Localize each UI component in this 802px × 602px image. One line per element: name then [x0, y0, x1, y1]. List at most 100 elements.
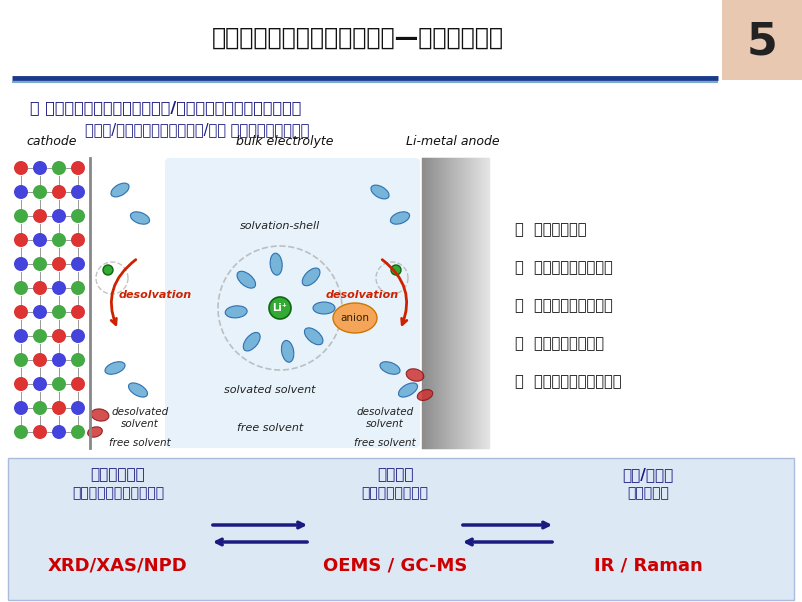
Text: XRD/XAS/NPD: XRD/XAS/NPD — [48, 556, 188, 574]
Circle shape — [269, 297, 291, 319]
Circle shape — [14, 401, 28, 415]
Circle shape — [14, 257, 28, 271]
Ellipse shape — [91, 409, 109, 421]
Circle shape — [33, 161, 47, 175]
Ellipse shape — [87, 427, 103, 437]
Text: desolvation: desolvation — [119, 290, 192, 300]
Text: 口 还原并原位分析二次电池电极/电解液表界面、结构演化过程: 口 还原并原位分析二次电池电极/电解液表界面、结构演化过程 — [30, 101, 302, 116]
Circle shape — [52, 185, 66, 199]
Circle shape — [33, 233, 47, 247]
Circle shape — [71, 161, 85, 175]
Ellipse shape — [128, 383, 148, 397]
Circle shape — [52, 377, 66, 391]
Circle shape — [71, 329, 85, 343]
Circle shape — [52, 329, 66, 343]
Circle shape — [14, 353, 28, 367]
Circle shape — [33, 281, 47, 295]
Circle shape — [71, 305, 85, 319]
Circle shape — [14, 185, 28, 199]
Ellipse shape — [243, 332, 260, 351]
Circle shape — [103, 265, 113, 275]
Text: desolvated
solvent: desolvated solvent — [356, 407, 414, 429]
Ellipse shape — [391, 212, 410, 224]
Text: IR / Raman: IR / Raman — [593, 556, 703, 574]
FancyBboxPatch shape — [8, 458, 794, 600]
Text: 5: 5 — [747, 20, 777, 63]
Circle shape — [33, 425, 47, 439]
Ellipse shape — [237, 272, 256, 288]
Circle shape — [52, 257, 66, 271]
Circle shape — [71, 281, 85, 295]
Circle shape — [33, 305, 47, 319]
Circle shape — [33, 353, 47, 367]
Circle shape — [14, 305, 28, 319]
Ellipse shape — [270, 253, 282, 275]
Circle shape — [33, 329, 47, 343]
Circle shape — [14, 425, 28, 439]
Circle shape — [71, 401, 85, 415]
Text: OEMS / GC-MS: OEMS / GC-MS — [323, 556, 468, 574]
Text: 口  去溶剂化过程: 口 去溶剂化过程 — [515, 223, 586, 238]
Circle shape — [52, 401, 66, 415]
Circle shape — [52, 209, 66, 223]
Ellipse shape — [406, 369, 423, 381]
Ellipse shape — [333, 303, 377, 333]
Text: （局域环境、晶体结构）: （局域环境、晶体结构） — [72, 486, 164, 500]
Circle shape — [14, 161, 28, 175]
Ellipse shape — [105, 362, 125, 374]
Circle shape — [14, 233, 28, 247]
Circle shape — [71, 233, 85, 247]
Circle shape — [33, 209, 47, 223]
Text: （电极、电解液）: （电极、电解液） — [362, 486, 428, 500]
Text: 电池产气: 电池产气 — [377, 468, 413, 482]
Ellipse shape — [371, 185, 389, 199]
Circle shape — [33, 377, 47, 391]
Ellipse shape — [111, 183, 129, 197]
Ellipse shape — [380, 362, 400, 374]
Circle shape — [71, 257, 85, 271]
Text: free solvent: free solvent — [109, 438, 171, 448]
Text: free solvent: free solvent — [354, 438, 416, 448]
Text: Li-metal anode: Li-metal anode — [406, 135, 500, 148]
Circle shape — [33, 257, 47, 271]
Text: 电极材料演化: 电极材料演化 — [91, 468, 145, 482]
Text: Li⁺: Li⁺ — [273, 303, 287, 313]
Ellipse shape — [282, 341, 294, 362]
Ellipse shape — [225, 306, 247, 318]
Circle shape — [71, 353, 85, 367]
Circle shape — [33, 401, 47, 415]
Circle shape — [14, 377, 28, 391]
Text: （厦大/嘉庚实验室：搭建原位/工况 电池表征谱学平台）: （厦大/嘉庚实验室：搭建原位/工况 电池表征谱学平台） — [85, 122, 310, 137]
Text: solvation-shell: solvation-shell — [240, 221, 320, 231]
Text: free solvent: free solvent — [237, 423, 303, 433]
Text: 特色电化学原位谱学表征方法—深度机理研究: 特色电化学原位谱学表征方法—深度机理研究 — [212, 26, 504, 50]
Text: 电极/电解液: 电极/电解液 — [622, 468, 674, 482]
Text: desolvation: desolvation — [326, 290, 399, 300]
Circle shape — [33, 185, 47, 199]
Text: desolvated
solvent: desolvated solvent — [111, 407, 168, 429]
Ellipse shape — [302, 268, 320, 286]
Text: 口  电极材料结构演化过程: 口 电极材料结构演化过程 — [515, 374, 622, 389]
Circle shape — [71, 209, 85, 223]
Circle shape — [52, 425, 66, 439]
Circle shape — [52, 233, 66, 247]
FancyBboxPatch shape — [722, 0, 802, 80]
Circle shape — [14, 209, 28, 223]
Text: 口  电极材料产气过程: 口 电极材料产气过程 — [515, 337, 604, 352]
Text: solvated solvent: solvated solvent — [225, 385, 316, 395]
Text: anion: anion — [341, 313, 370, 323]
Ellipse shape — [131, 212, 150, 224]
Circle shape — [391, 265, 401, 275]
Ellipse shape — [313, 302, 335, 314]
Circle shape — [52, 305, 66, 319]
Circle shape — [71, 377, 85, 391]
Text: cathode: cathode — [26, 135, 77, 148]
Ellipse shape — [417, 389, 433, 400]
Circle shape — [14, 329, 28, 343]
Circle shape — [71, 425, 85, 439]
Circle shape — [52, 281, 66, 295]
Circle shape — [14, 281, 28, 295]
FancyBboxPatch shape — [165, 158, 420, 448]
Text: 口  电解液分解成膜过程: 口 电解液分解成膜过程 — [515, 261, 613, 276]
Ellipse shape — [305, 328, 323, 345]
